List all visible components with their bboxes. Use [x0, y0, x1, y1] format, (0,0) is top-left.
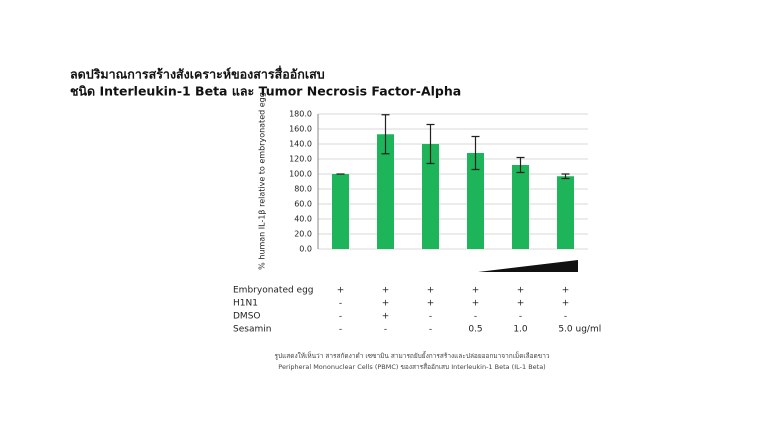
treatment-cell: -: [384, 325, 387, 335]
error-bar: [561, 173, 570, 180]
bar: [467, 153, 484, 249]
chart-title: ลดปริมาณการสร้างสังเคราะห์ของสารสื่ออักเ…: [70, 66, 325, 82]
y-tick-label: 40.0: [294, 215, 312, 224]
error-bar: [381, 114, 390, 155]
treatment-cell: +: [562, 286, 570, 296]
treatment-cell: +: [427, 286, 435, 296]
y-tick-label: 140.0: [289, 140, 312, 149]
row-label: Embryonated egg: [233, 286, 314, 296]
y-tick-label: 180.0: [289, 110, 312, 119]
y-tick-label: 120.0: [289, 155, 312, 164]
row-label: DMSO: [233, 312, 261, 322]
error-bar: [516, 156, 525, 174]
bar: [512, 165, 529, 249]
treatment-cell: -: [564, 312, 567, 322]
treatment-cell: +: [427, 299, 435, 309]
treatment-cell: -: [519, 312, 522, 322]
bar: [557, 176, 574, 249]
caption: รูปแสดงให้เห็นว่า สารสกัดงาดำ เซซามิน สา…: [274, 351, 549, 360]
treatment-cell: 0.5: [468, 325, 482, 335]
treatment-cell: -: [429, 312, 432, 322]
y-tick-label: 20.0: [294, 230, 312, 239]
bar: [332, 174, 349, 249]
treatment-cell: -: [474, 312, 477, 322]
treatment-cell: +: [382, 286, 390, 296]
error-bar: [471, 135, 480, 171]
chart-subtitle: ชนิด Interleukin-1 Beta และ Tumor Necros…: [70, 84, 461, 99]
treatment-cell: +: [472, 299, 480, 309]
bar: [377, 134, 394, 249]
treatment-cell: 5.0: [558, 325, 573, 335]
treatment-cell: +: [382, 299, 390, 309]
treatment-cell: -: [429, 325, 432, 335]
y-tick-label: 160.0: [289, 125, 312, 134]
treatment-cell: -: [339, 325, 342, 335]
treatment-cell: -: [339, 312, 342, 322]
treatment-cell: +: [472, 286, 480, 296]
y-tick-label: 0.0: [299, 245, 312, 254]
bar: [422, 144, 439, 249]
y-axis-label: % human IL-1β relative to embryonated eg…: [258, 92, 267, 270]
error-bar: [426, 123, 435, 165]
treatment-cell: +: [562, 299, 570, 309]
unit: ug/ml: [576, 325, 602, 335]
row-label: H1N1: [233, 299, 258, 309]
row-label: Sesamin: [233, 325, 271, 335]
treatment-cell: +: [517, 299, 525, 309]
treatment-cell: -: [339, 299, 342, 309]
treatment-cell: +: [382, 312, 390, 322]
treatment-cell: 1.0: [513, 325, 528, 335]
caption: Peripheral Mononuclear Cells (PBMC) ของส…: [278, 362, 545, 371]
y-tick-label: 100.0: [289, 170, 312, 179]
treatment-cell: +: [517, 286, 525, 296]
y-tick-label: 60.0: [294, 200, 312, 209]
y-tick-label: 80.0: [294, 185, 312, 194]
dose-wedge: [478, 260, 578, 272]
treatment-cell: +: [337, 286, 345, 296]
